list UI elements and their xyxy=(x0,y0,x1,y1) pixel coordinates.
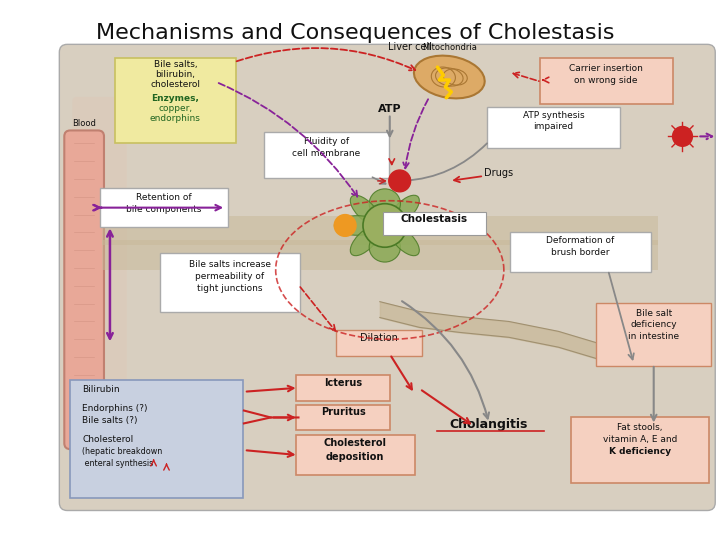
Text: K deficiency: K deficiency xyxy=(609,447,671,456)
Text: enteral synthesis: enteral synthesis xyxy=(82,459,153,468)
Text: Bile salts,: Bile salts, xyxy=(153,60,197,69)
Text: brush border: brush border xyxy=(551,248,610,257)
Circle shape xyxy=(363,204,407,247)
Text: Cholangitis: Cholangitis xyxy=(450,418,528,431)
Text: cell membrane: cell membrane xyxy=(292,149,361,158)
Ellipse shape xyxy=(390,215,435,235)
Text: Bile salts (?): Bile salts (?) xyxy=(82,416,138,426)
FancyBboxPatch shape xyxy=(71,380,243,498)
Ellipse shape xyxy=(390,195,419,225)
FancyBboxPatch shape xyxy=(64,131,104,449)
Text: Bile salts increase: Bile salts increase xyxy=(189,260,271,269)
Text: on wrong side: on wrong side xyxy=(575,76,638,85)
Text: Icterus: Icterus xyxy=(324,378,362,388)
FancyBboxPatch shape xyxy=(539,58,672,104)
Text: Enzymes,: Enzymes, xyxy=(151,94,199,103)
Ellipse shape xyxy=(414,56,485,98)
FancyBboxPatch shape xyxy=(102,240,657,270)
Text: permeability of: permeability of xyxy=(195,272,264,281)
Text: copper,: copper, xyxy=(158,104,192,113)
Ellipse shape xyxy=(390,226,419,256)
FancyBboxPatch shape xyxy=(383,212,486,235)
Text: Bile salt: Bile salt xyxy=(636,308,672,318)
Text: vitamin A, E and: vitamin A, E and xyxy=(603,435,677,444)
Text: (hepatic breakdown: (hepatic breakdown xyxy=(82,447,163,456)
Ellipse shape xyxy=(334,215,379,235)
FancyBboxPatch shape xyxy=(297,435,415,475)
Text: ATP synthesis: ATP synthesis xyxy=(523,111,585,119)
Text: Pruritus: Pruritus xyxy=(320,408,366,417)
Text: Deformation of: Deformation of xyxy=(546,237,614,245)
FancyBboxPatch shape xyxy=(596,302,711,366)
Text: Endorphins (?): Endorphins (?) xyxy=(82,403,148,413)
Text: endorphins: endorphins xyxy=(150,113,201,123)
Ellipse shape xyxy=(369,232,400,262)
Ellipse shape xyxy=(369,189,400,219)
Ellipse shape xyxy=(351,226,380,256)
FancyBboxPatch shape xyxy=(336,330,421,356)
FancyBboxPatch shape xyxy=(510,232,651,272)
Text: deposition: deposition xyxy=(326,452,384,462)
Ellipse shape xyxy=(351,195,380,225)
Text: Fluidity of: Fluidity of xyxy=(304,137,348,146)
FancyBboxPatch shape xyxy=(160,253,300,312)
Text: Bilirubin: Bilirubin xyxy=(82,384,120,394)
FancyBboxPatch shape xyxy=(297,375,390,401)
Text: Mechanisms and Consequences of Cholestasis: Mechanisms and Consequences of Cholestas… xyxy=(96,23,614,43)
Text: Blood: Blood xyxy=(72,119,96,129)
FancyBboxPatch shape xyxy=(59,44,715,510)
Text: bile components: bile components xyxy=(126,205,201,214)
Text: in intestine: in intestine xyxy=(628,332,679,341)
FancyBboxPatch shape xyxy=(72,97,127,463)
FancyBboxPatch shape xyxy=(487,107,620,148)
Circle shape xyxy=(334,214,356,237)
Text: ATP: ATP xyxy=(378,104,402,113)
Text: Mitochondria: Mitochondria xyxy=(422,43,477,52)
Text: Cholesterol: Cholesterol xyxy=(323,438,387,448)
FancyBboxPatch shape xyxy=(572,417,709,483)
FancyBboxPatch shape xyxy=(115,58,236,143)
Text: impaired: impaired xyxy=(534,123,574,131)
Circle shape xyxy=(389,170,410,192)
Text: Cholestasis: Cholestasis xyxy=(401,213,468,224)
Text: Retention of: Retention of xyxy=(135,193,192,202)
Text: bilirubin,: bilirubin, xyxy=(156,70,195,79)
FancyBboxPatch shape xyxy=(100,188,228,227)
FancyBboxPatch shape xyxy=(297,404,390,430)
Text: Liver cell: Liver cell xyxy=(387,42,431,52)
Text: cholesterol: cholesterol xyxy=(150,80,200,89)
Text: deficiency: deficiency xyxy=(631,320,677,329)
Text: Drugs: Drugs xyxy=(485,168,513,178)
Text: Fat stools,: Fat stools, xyxy=(617,423,662,433)
Text: tight junctions: tight junctions xyxy=(197,284,263,293)
FancyBboxPatch shape xyxy=(102,215,657,245)
Text: Cholesterol: Cholesterol xyxy=(82,435,133,444)
FancyBboxPatch shape xyxy=(264,132,389,178)
Text: Dilation: Dilation xyxy=(360,333,397,343)
Text: Carrier insertion: Carrier insertion xyxy=(569,64,643,73)
Circle shape xyxy=(672,126,693,146)
